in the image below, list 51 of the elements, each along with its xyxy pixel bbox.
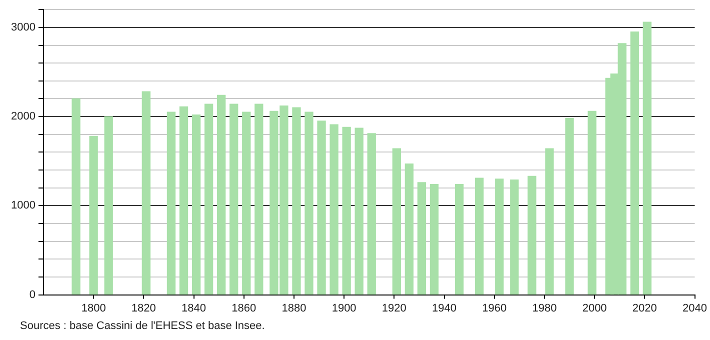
bar [642, 22, 652, 295]
x-tick-label: 1840 [182, 302, 206, 314]
bar [404, 163, 414, 295]
bar [204, 104, 214, 295]
x-tick-label: 1800 [81, 302, 106, 314]
bar [166, 112, 176, 295]
bar [192, 114, 201, 295]
bar [304, 112, 314, 295]
bar [417, 182, 426, 295]
bar [254, 104, 264, 295]
bar [142, 91, 151, 295]
x-tick-label: 1820 [131, 302, 156, 314]
bar [545, 148, 554, 295]
x-tick-label: 1960 [482, 302, 507, 314]
bar [72, 98, 80, 295]
x-tick-label: 1940 [432, 302, 457, 314]
y-tick-label: 2000 [10, 110, 36, 123]
bar [588, 110, 596, 295]
y-tick-label: 1000 [10, 200, 36, 212]
bar [392, 148, 402, 295]
x-tick-label: 1860 [232, 302, 256, 314]
bar [330, 124, 338, 295]
bar [354, 128, 364, 295]
bar [104, 116, 113, 295]
bar [565, 118, 574, 295]
bar [317, 120, 326, 295]
x-tick-label: 2020 [632, 302, 657, 314]
source-note: Sources : base Cassini de l'EHESS et base Insee. [20, 320, 265, 332]
bar [342, 126, 351, 295]
x-tick-label: 1900 [332, 302, 356, 314]
x-tick-label: 1880 [282, 302, 306, 314]
bar [510, 180, 519, 295]
bar [630, 32, 639, 295]
bar [292, 107, 301, 295]
y-tick-label: 0 [29, 288, 36, 301]
bar [179, 106, 188, 295]
bar [528, 176, 536, 295]
bar [430, 184, 439, 295]
x-tick-label: 2000 [582, 302, 607, 314]
x-tick-label: 2040 [682, 302, 708, 314]
bar [89, 136, 98, 295]
bar [495, 178, 504, 295]
bar [367, 133, 376, 295]
y-tick-label: 3000 [10, 21, 36, 34]
bar [475, 178, 484, 295]
bar [454, 184, 464, 295]
bar [242, 112, 251, 295]
bar [230, 104, 238, 295]
x-tick-label: 1980 [532, 302, 557, 314]
x-tick-label: 1920 [382, 302, 406, 314]
bar [216, 94, 226, 295]
